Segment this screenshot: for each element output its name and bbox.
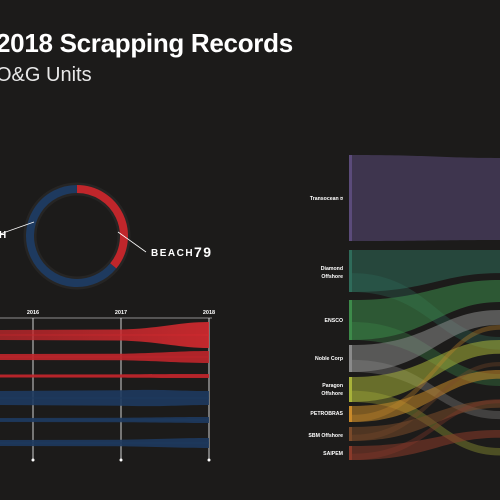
sankey-flow xyxy=(352,430,500,460)
timeline-year-dot xyxy=(207,458,211,462)
timeline-band xyxy=(0,322,209,348)
timeline-year-dot xyxy=(31,458,35,462)
donut-leader-right xyxy=(117,231,147,253)
sankey-source-label: Offshore xyxy=(321,391,343,397)
sankey-flow xyxy=(352,340,500,402)
sankey-node xyxy=(349,155,352,241)
chart-subtitle: O&G Units xyxy=(0,64,92,86)
sankey-source-label: Paragon xyxy=(322,383,343,389)
timeline-year-dot xyxy=(119,458,123,462)
sankey-flow xyxy=(352,322,500,386)
sankey-source-label: PETROBRAS xyxy=(310,411,343,417)
sankey-flow xyxy=(352,310,500,372)
sankey-node xyxy=(349,427,352,441)
sankey-source-label: Noble Corp xyxy=(315,356,343,362)
chart-title: 2018 Scrapping Records xyxy=(0,28,293,58)
sankey-source-label: Transocean ¤ xyxy=(310,196,343,202)
sankey-flow xyxy=(352,400,500,441)
donut-leader-left xyxy=(0,221,35,235)
sankey-flow xyxy=(352,155,500,241)
sankey-chart: Transocean ¤ Diamond Offshore ENSCO Noble Co… xyxy=(308,155,500,460)
timeline-x-tick-label: 2017 xyxy=(115,310,127,316)
timeline-band xyxy=(0,374,209,378)
timeline-x-tick-label: 2016 xyxy=(27,310,39,316)
donut-segment-beach xyxy=(76,185,128,269)
donut-inner-ring xyxy=(33,192,121,280)
sankey-flow xyxy=(352,250,500,292)
sankey-node xyxy=(349,300,352,340)
sankey-node xyxy=(349,345,352,372)
sankey-source-label: Offshore xyxy=(321,274,343,280)
sankey-flow xyxy=(352,280,500,340)
donut-outer-ring xyxy=(23,182,131,290)
sankey-source-label: SBM Offshore xyxy=(308,433,343,439)
timeline-band xyxy=(0,438,209,448)
sankey-node xyxy=(349,446,352,460)
sankey-source-label: SAIPEM xyxy=(323,451,343,457)
timeline-band xyxy=(0,417,209,423)
sankey-node xyxy=(349,250,352,292)
sankey-source-label: Diamond xyxy=(321,266,343,272)
donut-chart: H BEACH 79 xyxy=(0,182,213,290)
timeline-band xyxy=(0,351,209,363)
timeline-chart: 2016 2017 2018 xyxy=(0,310,215,462)
sankey-flow xyxy=(352,399,500,460)
donut-segment-non-beach xyxy=(26,185,117,287)
donut-label-left: H xyxy=(0,230,8,241)
sankey-node xyxy=(349,406,352,422)
timeline-x-tick-label: 2018 xyxy=(203,310,215,316)
sankey-flow xyxy=(352,370,500,422)
donut-value-beach: 79 xyxy=(194,244,213,260)
donut-label-beach: BEACH xyxy=(151,248,194,259)
timeline-band xyxy=(0,389,209,407)
sankey-source-label: ENSCO xyxy=(325,318,343,324)
sankey-node xyxy=(349,377,352,402)
